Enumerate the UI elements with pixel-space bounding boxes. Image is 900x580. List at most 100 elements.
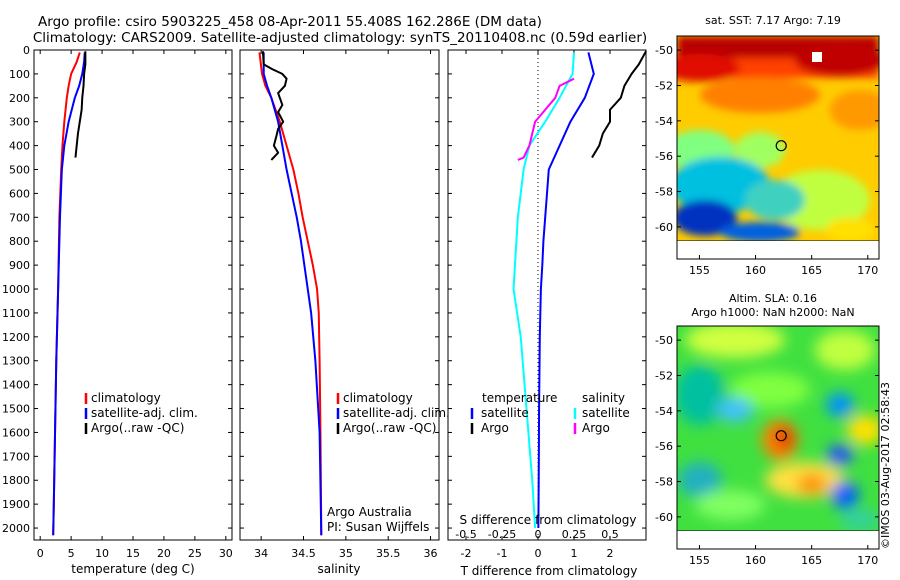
depth-tick-label: 200 (9, 92, 30, 105)
legend-label-satellite: satellite-adj. clim. (343, 406, 450, 420)
sla-low-patch (678, 462, 722, 498)
lon-tick-label: 165 (801, 554, 822, 567)
sst-heatmap (677, 36, 879, 241)
x-tick-label: 2 (607, 547, 614, 560)
lat-tick-label: -60 (655, 221, 673, 234)
sla-heatmap (677, 326, 879, 531)
x-tick-label: 25 (188, 547, 202, 560)
salinity-y-ticks (240, 49, 439, 529)
x-tick-label: 1 (571, 547, 578, 560)
legend-label-salinity-satellite: satellite (582, 406, 630, 420)
lat-tick-label: -60 (655, 511, 673, 524)
legend-label-climatology: climatology (343, 391, 413, 405)
difference-axes-frame (447, 49, 647, 541)
temperature-legend: climatology satellite-adj. clim. Argo(..… (84, 391, 198, 435)
depth-tick-label: 2000 (2, 522, 30, 535)
sla-high-patch (815, 330, 875, 370)
lat-tick-label: -58 (655, 186, 673, 199)
float-position-marker (775, 140, 787, 152)
s-tick-label: -0.25 (488, 528, 516, 541)
legend-label-temperature-satellite: satellite (481, 406, 529, 420)
sst-map-panel: sat. SST: 7.17 Argo: 7.19 (655, 14, 880, 277)
x-tick-label: 0 (37, 547, 44, 560)
lon-tick-label: 165 (801, 264, 822, 277)
series-line-salinity-satellite (512, 52, 575, 529)
sst-cool-patch (770, 170, 870, 230)
salinity-panel: 34 34.5 35 35.5 36 salinity climatology sate… (239, 49, 450, 576)
lon-tick-label: 155 (689, 264, 710, 277)
depth-tick-label: 900 (9, 259, 30, 272)
x-tick-label: 34.5 (291, 547, 316, 560)
s-difference-label: S difference from climatology (460, 513, 637, 527)
depth-tick-label: 700 (9, 211, 30, 224)
sst-yellow-patch (825, 218, 875, 241)
sst-warm-patch (677, 54, 740, 82)
x-tick-label: 0 (535, 547, 542, 560)
series-line-argo-raw-qc- (74, 51, 87, 158)
depth-tick-label: 1600 (2, 426, 30, 439)
sla-low-patch (826, 393, 854, 417)
sla-low-patch (840, 510, 879, 530)
sla-map-subtitle: Argo h1000: NaN h2000: NaN (691, 306, 854, 319)
depth-tick-label: 1000 (2, 283, 30, 296)
sst-coldest-patch (677, 200, 737, 236)
series-line-satellite-adj-clim- (52, 52, 86, 536)
difference-y-ticks (448, 49, 646, 529)
figure-title-line-2: Climatology: CARS2009. Satellite-adjuste… (33, 30, 647, 46)
sla-map-title: Altim. SLA: 0.16 (729, 292, 817, 305)
depth-tick-label: 1700 (2, 450, 30, 463)
x-tick-label: 35.5 (376, 547, 401, 560)
legend-label-argo: Argo(..raw -QC) (91, 421, 184, 435)
sla-field (677, 326, 879, 530)
legend-label-salinity-argo: Argo (582, 421, 610, 435)
sla-low-patch (717, 398, 753, 422)
lat-tick-label: -56 (655, 440, 673, 453)
s-tick-label: 0.5 (601, 528, 619, 541)
series-line-temperature-argo (591, 50, 647, 159)
annotation-pi-name: PI: Susan Wijffels (327, 520, 429, 534)
figure-title-line-1: Argo profile: csiro 5903225_458 08-Apr-2… (38, 14, 542, 30)
x-tick-label: -2 (461, 547, 472, 560)
sst-outer-frame (676, 35, 880, 260)
legend-label-temperature-argo: Argo (481, 421, 509, 435)
sla-outer-frame (676, 325, 880, 550)
salinity-x-label: salinity (317, 562, 360, 576)
legend-label-satellite: satellite-adj. clim. (91, 406, 198, 420)
sst-field (677, 36, 879, 241)
float-position-marker (775, 430, 787, 442)
sla-low-patch (827, 445, 853, 465)
lat-tick-label: -52 (655, 79, 673, 92)
depth-tick-label: 1400 (2, 379, 30, 392)
lat-tick-label: -54 (655, 115, 673, 128)
lat-tick-label: -50 (655, 334, 673, 347)
depth-tick-label: 100 (9, 68, 30, 81)
lat-tick-label: -54 (655, 405, 673, 418)
sst-map-ticks: 155 160 165 170 -50 -52 -54 -56 -58 -60 (655, 44, 879, 277)
temperature-lines (52, 51, 87, 536)
depth-tick-label: 600 (9, 187, 30, 200)
sla-high-patch (847, 415, 879, 445)
sla-high-patch (695, 490, 765, 520)
sla-map-ticks: 155 160 165 170 -50 -52 -54 -56 -58 -60 (655, 334, 879, 567)
salinity-lines (258, 51, 323, 536)
lat-tick-label: -50 (655, 44, 673, 57)
depth-tick-label: 300 (9, 116, 30, 129)
sla-anomaly-high (797, 474, 827, 494)
x-tick-label: 20 (157, 547, 171, 560)
sst-orange-patch (830, 90, 879, 130)
depth-tick-label: 400 (9, 140, 30, 153)
t-difference-label: T difference from climatology (460, 564, 638, 578)
series-line-argo-raw-qc- (261, 51, 288, 161)
sla-map-panel: Altim. SLA: 0.16 Argo h1000: NaN h2000: … (655, 292, 880, 567)
sst-coldest-patch (720, 222, 800, 241)
s-tick-label: 0.25 (562, 528, 587, 541)
temperature-x-label: temperature (deg C) (71, 562, 194, 576)
depth-tick-label: 1100 (2, 307, 30, 320)
temperature-x-ticks: 0 5 10 15 20 25 30 (37, 50, 233, 560)
salinity-axes-frame (239, 49, 440, 541)
sst-blank-strip (677, 241, 879, 259)
sla-low-patch (677, 365, 725, 425)
